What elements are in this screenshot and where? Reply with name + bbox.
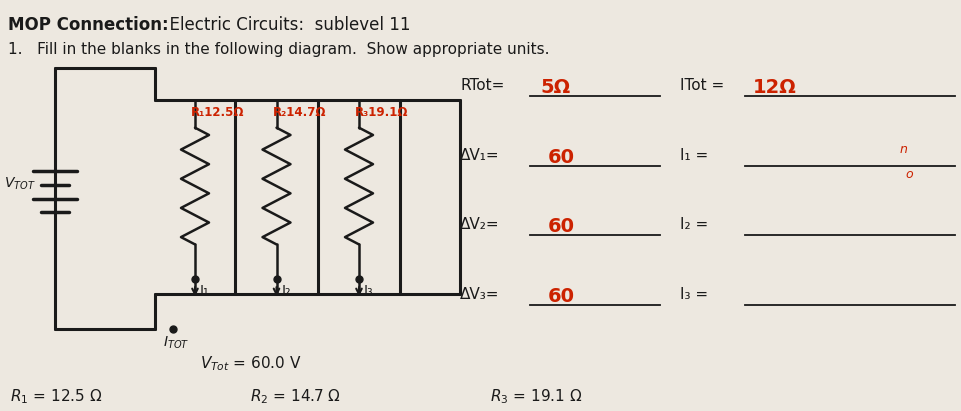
Text: 60: 60 (548, 217, 575, 236)
Text: $I_{TOT}$: $I_{TOT}$ (163, 334, 189, 351)
Text: 60: 60 (548, 287, 575, 306)
Text: R₁12.5Ω: R₁12.5Ω (191, 106, 244, 119)
Text: I₂: I₂ (282, 284, 291, 298)
Text: MOP Connection:: MOP Connection: (8, 16, 168, 34)
Text: I₁ =: I₁ = (680, 148, 708, 163)
Text: I₃ =: I₃ = (680, 287, 708, 302)
Text: $R_2$ = 14.7 Ω: $R_2$ = 14.7 Ω (250, 387, 341, 406)
Text: $R_1$ = 12.5 Ω: $R_1$ = 12.5 Ω (10, 387, 102, 406)
Text: ΔV₁=: ΔV₁= (460, 148, 500, 163)
Text: 12Ω: 12Ω (753, 78, 797, 97)
Text: I₁: I₁ (200, 284, 209, 298)
Text: $V_{TOT}$: $V_{TOT}$ (4, 175, 36, 192)
Text: $R_3$ = 19.1 Ω: $R_3$ = 19.1 Ω (490, 387, 582, 406)
Text: 1.   Fill in the blanks in the following diagram.  Show appropriate units.: 1. Fill in the blanks in the following d… (8, 42, 550, 57)
Text: ITot =: ITot = (680, 78, 725, 93)
Text: 5Ω: 5Ω (540, 78, 570, 97)
Text: R₃19.1Ω: R₃19.1Ω (355, 106, 408, 119)
Text: ΔV₃=: ΔV₃= (460, 287, 500, 302)
Text: Electric Circuits:  sublevel 11: Electric Circuits: sublevel 11 (138, 16, 410, 34)
Text: $V_{Tot}$ = 60.0 V: $V_{Tot}$ = 60.0 V (200, 354, 302, 373)
Text: I₃: I₃ (364, 284, 374, 298)
Text: ΔV₂=: ΔV₂= (460, 217, 500, 233)
Text: 60: 60 (548, 148, 575, 166)
Text: RTot=: RTot= (460, 78, 505, 93)
Text: n: n (900, 143, 908, 156)
Text: I₂ =: I₂ = (680, 217, 708, 233)
Text: o: o (905, 168, 913, 180)
Text: R₂14.7Ω: R₂14.7Ω (273, 106, 326, 119)
